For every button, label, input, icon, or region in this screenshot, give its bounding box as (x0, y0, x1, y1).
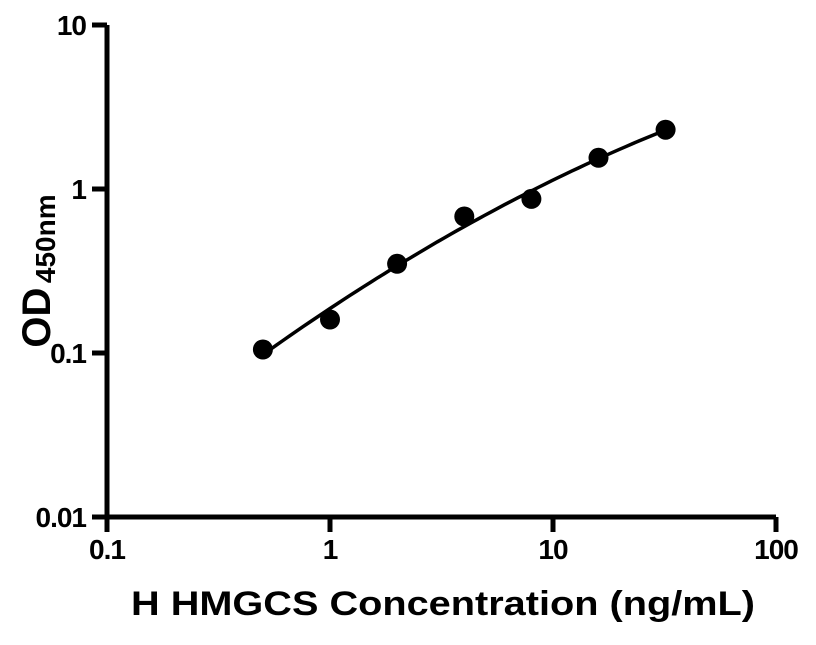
data-point (454, 206, 475, 227)
data-point (252, 339, 273, 360)
x-axis-ticks: 0.1 1 10 100 (89, 517, 799, 565)
y-tick-label: 0.1 (50, 338, 86, 369)
y-axis-title-subscript: 450nm (30, 194, 61, 283)
x-tick-label: 10 (538, 534, 568, 565)
y-tick-label: 1 (71, 174, 86, 205)
y-axis-title-main: OD (15, 288, 59, 348)
y-tick-label: 0.01 (36, 502, 87, 533)
data-point (655, 119, 676, 140)
x-tick-label: 1 (323, 534, 338, 565)
data-point (588, 147, 609, 168)
y-axis-title: OD 450nm (15, 194, 61, 347)
data-point (387, 253, 408, 274)
data-point (521, 188, 542, 209)
y-axis-ticks: 0.01 0.1 1 10 (36, 10, 107, 533)
data-points (252, 119, 676, 360)
y-tick-label: 10 (57, 10, 87, 41)
axis-spines (104, 25, 776, 520)
axes (104, 25, 776, 520)
x-tick-label: 0.1 (89, 534, 125, 565)
data-point (320, 309, 340, 330)
x-tick-label: 100 (754, 534, 798, 565)
x-axis-title: H HMGCS Concentration (ng/mL) (131, 585, 755, 623)
